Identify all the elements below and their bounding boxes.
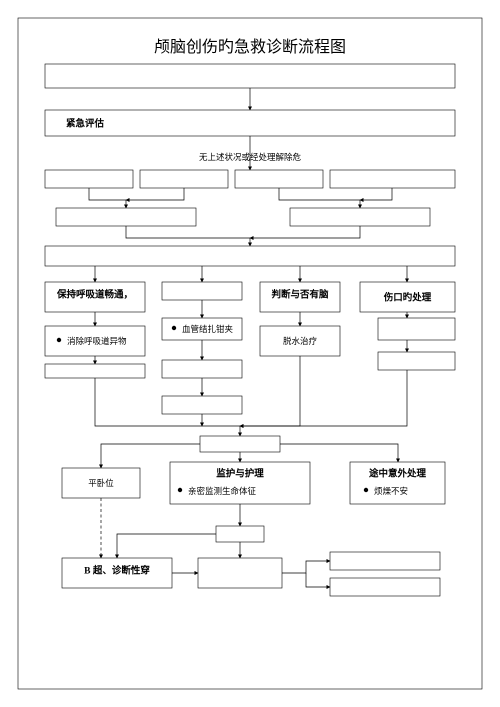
svg-text:颅脑创伤旳急救诊断流程图: 颅脑创伤旳急救诊断流程图 [154, 38, 346, 56]
svg-text:判断与否有脑: 判断与否有脑 [271, 288, 329, 300]
svg-text:亲密监测生命体征: 亲密监测生命体征 [188, 486, 257, 496]
svg-text:保持呼吸道畅通，: 保持呼吸道畅通， [56, 288, 133, 300]
flowchart-svg: 颅脑创伤旳急救诊断流程图紧急评估无上述状况或经处理解除危保持呼吸道畅通， 判断与否… [0, 0, 500, 707]
svg-text:紧急评估: 紧急评估 [66, 117, 105, 129]
svg-text:伤口旳处理: 伤口旳处理 [383, 291, 432, 303]
svg-text:监护与护理: 监护与护理 [216, 467, 264, 479]
svg-text:血管结扎钳夹: 血管结扎钳夹 [182, 324, 234, 334]
svg-text:烦燥不安: 烦燥不安 [374, 486, 408, 496]
svg-text:B 超、诊断性穿: B 超、诊断性穿 [84, 564, 150, 576]
svg-text:平卧位: 平卧位 [88, 478, 114, 488]
flowchart-page: 颅脑创伤旳急救诊断流程图紧急评估无上述状况或经处理解除危保持呼吸道畅通， 判断与否… [0, 0, 500, 707]
svg-text:途中意外处理: 途中意外处理 [369, 467, 427, 479]
svg-text:无上述状况或经处理解除危: 无上述状况或经处理解除危 [199, 152, 302, 162]
svg-text:消除呼吸道异物: 消除呼吸道异物 [67, 336, 127, 346]
svg-text:脱水治疗: 脱水治疗 [283, 336, 318, 346]
